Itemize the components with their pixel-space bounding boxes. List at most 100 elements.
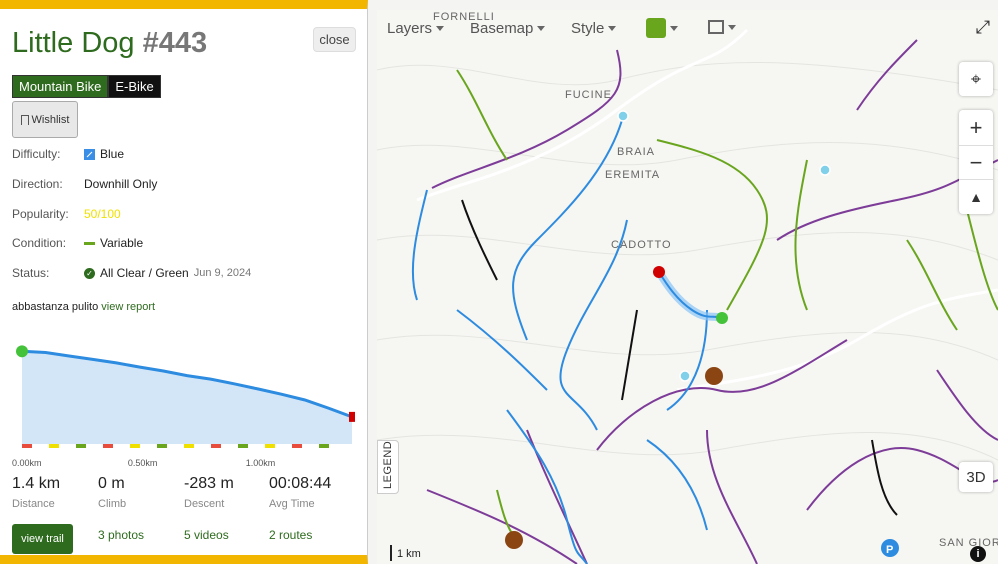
trail-end-marker[interactable] [716,312,728,324]
stat-distance: 1.4 km Distance [12,475,60,510]
trail-title: Little Dog #443 [12,27,207,60]
trail-info-panel: Little Dog #443 close Mountain Bike E-Bi… [0,0,368,564]
profile-area [22,351,352,444]
climb-label: Climb [98,498,127,510]
elevation-profile-chart[interactable]: 0.00km 0.50km 1.00km [12,339,357,469]
zoom-in-button[interactable]: + [969,115,983,140]
place-label: CADOTTO [611,239,672,251]
activity-menu[interactable] [646,18,678,38]
direction-label: Direction: [12,177,63,191]
condition-segment [103,444,113,448]
condition-segment [157,444,167,448]
condition-segment [22,444,32,448]
style-label: Style [571,20,605,37]
condition-row: Condition: Variable [12,236,143,250]
chevron-down-icon [728,24,736,30]
condition-segment [292,444,302,448]
view-trail-button[interactable]: view trail [12,524,73,554]
view-report-link[interactable]: view report [101,301,156,313]
stat-descent: -283 m Descent [184,475,234,510]
condition-line-icon [84,241,95,245]
status-row: Status: ✓ All Clear / Green Jun 9, 2024 [12,266,251,280]
status-value: All Clear / Green [100,266,189,280]
info-icon[interactable]: i [970,546,986,562]
trail-start-marker[interactable] [653,266,665,278]
status-label: Status: [12,266,50,280]
wishlist-button[interactable]: Wishlist [12,101,78,138]
condition-value: Variable [100,236,144,250]
x-tick-label: 1.00km [246,458,276,468]
style-menu[interactable]: Style [571,20,617,37]
place-label: EREMITA [605,169,660,181]
difficulty-label: Difficulty: [12,147,61,161]
picnic-poi-icon[interactable] [505,531,523,549]
water-poi-icon[interactable] [819,164,831,176]
fullscreen-icon[interactable]: ⤢ [975,16,991,37]
popularity-label: Popularity: [12,207,69,221]
tag-mountain-bike[interactable]: Mountain Bike [12,75,109,98]
tag-e-bike[interactable]: E-Bike [108,75,161,98]
wishlist-label: Wishlist [31,113,70,126]
chevron-down-icon [670,25,678,31]
legend-tab[interactable]: LEGEND [377,440,399,494]
place-label: SAN GIOR [939,537,998,549]
photos-link[interactable]: 3 photos [98,528,145,542]
profile-start-point [16,345,28,358]
condition-report: abbastanza pulito view report [12,301,155,313]
stat-avg-time: 00:08:44 Avg Time [269,475,331,510]
map-canvas[interactable]: P FORNELLI FUCINE BRAIA EREMITA CADOTTO … [377,10,998,564]
distance-label: Distance [12,498,55,510]
map-icon [708,20,724,34]
trail-tags: Mountain Bike E-Bike [12,75,161,98]
condition-segment [238,444,248,448]
parking-poi-icon[interactable] [881,539,899,557]
avg-time-label: Avg Time [269,498,315,510]
condition-segment [265,444,275,448]
zoom-controls: + − ▲ [959,110,993,214]
chevron-down-icon [436,26,445,31]
place-label: FUCINE [565,89,612,101]
bookmark-icon [20,114,29,125]
zoom-out-button[interactable]: − [959,145,993,179]
bike-icon [646,18,666,38]
map-scale: 1 km [390,545,421,561]
popularity-row: Popularity: 50/100 [12,207,121,221]
avg-time-value: 00:08:44 [269,475,332,492]
direction-row: Direction: Downhill Only [12,177,157,191]
location-pin-icon[interactable]: ⌖ [959,62,993,96]
basemap-menu[interactable]: Basemap [470,20,546,37]
videos-link[interactable]: 5 videos [184,528,229,542]
condition-segment [184,444,194,448]
profile-end-point [349,411,355,422]
svg-text:P: P [886,544,893,556]
check-circle-icon: ✓ [84,267,95,279]
map-menu[interactable] [708,20,736,34]
condition-segment [130,444,140,448]
x-tick-label: 0.00km [12,458,42,468]
condition-segment [319,444,329,448]
water-poi-icon[interactable] [617,110,629,122]
water-poi-icon[interactable] [679,370,691,382]
distance-value: 1.4 km [12,475,61,492]
routes-link[interactable]: 2 routes [269,528,313,542]
descent-value: -283 m [184,475,234,492]
close-button[interactable]: close [313,27,356,52]
compass-icon[interactable]: ▲ [959,179,993,213]
layers-menu[interactable]: Layers [387,20,445,37]
place-label: FORNELLI [433,11,495,23]
profile-line [21,349,353,419]
x-tick-label: 0.50km [128,458,158,468]
direction-value: Downhill Only [84,177,158,191]
three-d-button[interactable]: 3D [959,462,993,492]
layers-label: Layers [387,20,433,37]
trail-map[interactable]: P FORNELLI FUCINE BRAIA EREMITA CADOTTO … [377,10,998,564]
difficulty-row: Difficulty: Blue [12,147,124,161]
picnic-poi-icon[interactable] [705,367,723,385]
descent-label: Descent [184,498,225,510]
popularity-value: 50/100 [84,207,121,221]
trail-number: #443 [142,27,208,59]
blue-difficulty-icon [84,148,95,160]
status-date: Jun 9, 2024 [193,267,252,279]
climb-value: 0 m [98,475,125,492]
trail-stats: 1.4 km Distance 0 m Climb -283 m Descent… [12,475,357,515]
